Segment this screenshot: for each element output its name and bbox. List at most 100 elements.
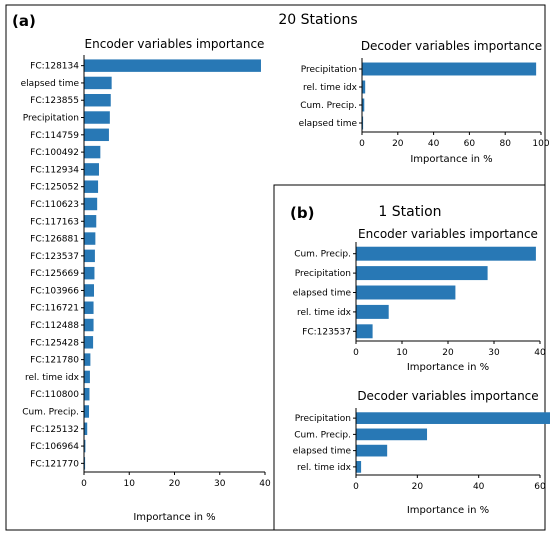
bar-fc-128134 xyxy=(84,59,261,72)
y-tick-label: Precipitation xyxy=(301,65,357,75)
bar-fc-110800 xyxy=(84,387,90,401)
bar-fc-125052 xyxy=(84,180,99,193)
y-tick-label: FC:112934 xyxy=(30,165,79,175)
y-tick-label: Precipitation xyxy=(295,269,351,279)
y-tick-label: Precipitation xyxy=(23,114,79,124)
y-tick-label: FC:125052 xyxy=(30,183,79,193)
y-tick-label: FC:106964 xyxy=(30,442,79,452)
x-axis-label: Importance in % xyxy=(407,362,489,373)
bar-rel-time-idx xyxy=(356,461,362,473)
chart-b-encoder: Encoder variables importance Cum. Precip.… xyxy=(293,227,546,373)
y-tick-label: FC:116721 xyxy=(30,304,79,314)
bar-fc-125132 xyxy=(84,422,88,435)
bar-fc-114759 xyxy=(84,128,109,142)
bar-rel-time-idx xyxy=(356,304,389,319)
chart-title: Encoder variables importance xyxy=(358,227,538,241)
bar-fc-121780 xyxy=(84,353,91,366)
bar-fc-116721 xyxy=(84,301,94,314)
y-tick-label: Precipitation xyxy=(295,414,351,424)
x-tick-label: 0 xyxy=(359,139,365,149)
bar-precipitation xyxy=(356,266,488,281)
bar-fc-100492 xyxy=(84,145,101,159)
y-tick-label: FC:125428 xyxy=(30,338,79,348)
x-axis-label: Importance in % xyxy=(133,512,215,523)
x-tick-label: 40 xyxy=(428,139,440,149)
bar-fc-123537 xyxy=(84,249,95,263)
bar-fc-110623 xyxy=(84,197,98,211)
x-tick-label: 20 xyxy=(169,479,181,489)
x-tick-label: 0 xyxy=(353,482,359,492)
bar-elapsed-time xyxy=(362,116,364,130)
panel-b-title: 1 Station xyxy=(378,204,441,220)
x-tick-label: 10 xyxy=(396,348,408,358)
y-tick-label: rel. time idx xyxy=(297,308,352,318)
x-tick-label: 60 xyxy=(534,482,546,492)
y-tick-label: FC:103966 xyxy=(30,286,79,296)
x-tick-label: 30 xyxy=(214,479,226,489)
bar-fc-125428 xyxy=(84,336,94,349)
bar-fc-123855 xyxy=(84,94,111,107)
y-tick-label: FC:125132 xyxy=(30,425,79,435)
bar-precipitation xyxy=(84,111,110,124)
y-tick-label: FC:112488 xyxy=(30,321,79,331)
x-tick-label: 20 xyxy=(412,482,424,492)
panel-a-tag: (a) xyxy=(12,12,36,30)
y-tick-label: elapsed time xyxy=(299,119,358,129)
x-tick-label: 100 xyxy=(532,139,549,149)
x-tick-label: 0 xyxy=(81,479,87,489)
bar-elapsed-time xyxy=(356,285,456,300)
y-tick-label: FC:110800 xyxy=(30,390,79,400)
panel-b-frame xyxy=(273,184,546,531)
y-tick-label: FC:121780 xyxy=(30,356,79,366)
x-axis-label: Importance in % xyxy=(410,154,492,165)
y-tick-label: Cum. Precip. xyxy=(294,430,351,440)
x-tick-label: 40 xyxy=(473,482,485,492)
bar-fc-117163 xyxy=(84,215,97,228)
y-tick-label: elapsed time xyxy=(21,79,80,89)
y-tick-label: FC:125669 xyxy=(30,269,79,279)
bar-fc-123537 xyxy=(356,324,373,339)
y-tick-label: FC:110623 xyxy=(30,200,79,210)
bar-fc-121770 xyxy=(84,457,86,470)
y-tick-label: FC:126881 xyxy=(30,235,79,245)
x-tick-label: 20 xyxy=(442,348,454,358)
bar-fc-106964 xyxy=(84,439,86,453)
y-tick-label: FC:117163 xyxy=(30,217,79,227)
chart-title: Decoder variables importance xyxy=(357,389,538,403)
y-tick-label: rel. time idx xyxy=(25,373,80,383)
bar-cum-precip- xyxy=(356,246,536,261)
bar-fc-103966 xyxy=(84,284,95,297)
x-tick-label: 40 xyxy=(534,348,546,358)
y-tick-label: Cum. Precip. xyxy=(294,250,351,260)
bar-elapsed-time xyxy=(356,444,388,457)
y-tick-label: Cum. Precip. xyxy=(22,407,79,417)
x-tick-label: 40 xyxy=(259,479,271,489)
bar-rel-time-idx xyxy=(84,370,90,384)
bar-elapsed-time xyxy=(84,76,112,90)
y-tick-label: FC:114759 xyxy=(30,131,79,141)
bar-fc-112488 xyxy=(84,318,94,332)
y-tick-label: elapsed time xyxy=(293,447,352,457)
y-tick-label: FC:121770 xyxy=(30,459,79,469)
x-tick-label: 30 xyxy=(488,348,500,358)
bar-cum-precip- xyxy=(84,405,90,418)
bar-rel-time-idx xyxy=(362,80,366,94)
panel-b-tag: (b) xyxy=(290,204,314,222)
chart-a-decoder: Decoder variables importance Precipitatio… xyxy=(299,39,550,165)
bar-fc-112934 xyxy=(84,163,99,176)
y-tick-label: FC:123855 xyxy=(30,96,79,106)
x-tick-label: 0 xyxy=(353,348,359,358)
chart-b-decoder: Decoder variables importance Precipitatio… xyxy=(293,389,550,516)
x-tick-label: 20 xyxy=(392,139,404,149)
y-tick-label: FC:123537 xyxy=(302,327,351,337)
y-tick-label: rel. time idx xyxy=(297,463,352,473)
y-tick-label: FC:123537 xyxy=(30,252,79,262)
x-tick-label: 80 xyxy=(499,139,511,149)
x-tick-label: 10 xyxy=(124,479,136,489)
x-axis-label: Importance in % xyxy=(407,505,489,516)
y-tick-label: FC:128134 xyxy=(30,62,79,72)
bar-cum-precip- xyxy=(362,98,365,112)
y-tick-label: FC:100492 xyxy=(30,148,79,158)
panel-a-title: 20 Stations xyxy=(278,12,357,28)
